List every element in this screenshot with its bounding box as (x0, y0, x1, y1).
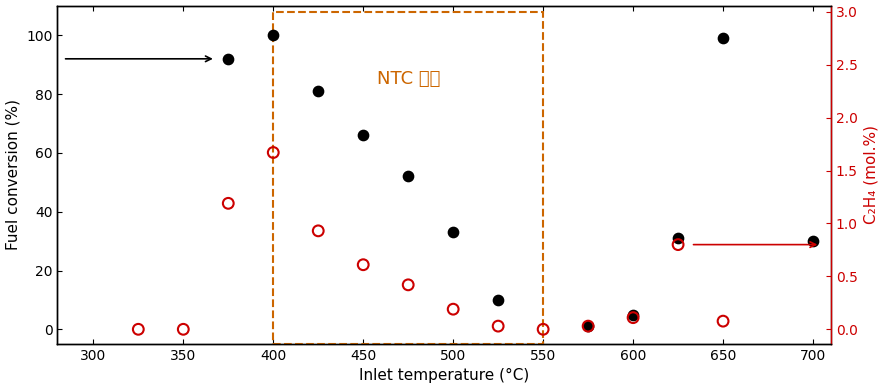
Point (446, 306, 461, 312)
Point (356, 262, 370, 268)
Point (492, 297, 506, 303)
Point (581, 323, 595, 329)
Point (176, 326, 190, 333)
Point (671, 235, 685, 241)
Point (221, 56, 235, 62)
Bar (273, 12, 543, 344)
Point (716, 318, 730, 324)
Point (311, 88, 325, 94)
Point (716, 35, 730, 41)
Point (401, 173, 415, 180)
Point (446, 229, 461, 235)
Point (806, 238, 820, 244)
Y-axis label: Fuel conversion (%): Fuel conversion (%) (5, 100, 20, 251)
Point (266, 149, 280, 156)
Point (626, 312, 640, 318)
X-axis label: Inlet temperature (°C): Inlet temperature (°C) (359, 368, 530, 384)
Point (311, 228, 325, 234)
Point (266, 32, 280, 39)
Point (492, 323, 506, 329)
Point (671, 242, 685, 248)
Point (401, 282, 415, 288)
Point (221, 200, 235, 207)
Point (581, 323, 595, 329)
Text: NTC 현상: NTC 현상 (377, 70, 440, 88)
Point (536, 326, 550, 333)
Point (626, 315, 640, 321)
Point (356, 132, 370, 138)
Point (131, 326, 145, 333)
Y-axis label: C₂H₄ (mol.%): C₂H₄ (mol.%) (864, 126, 879, 224)
